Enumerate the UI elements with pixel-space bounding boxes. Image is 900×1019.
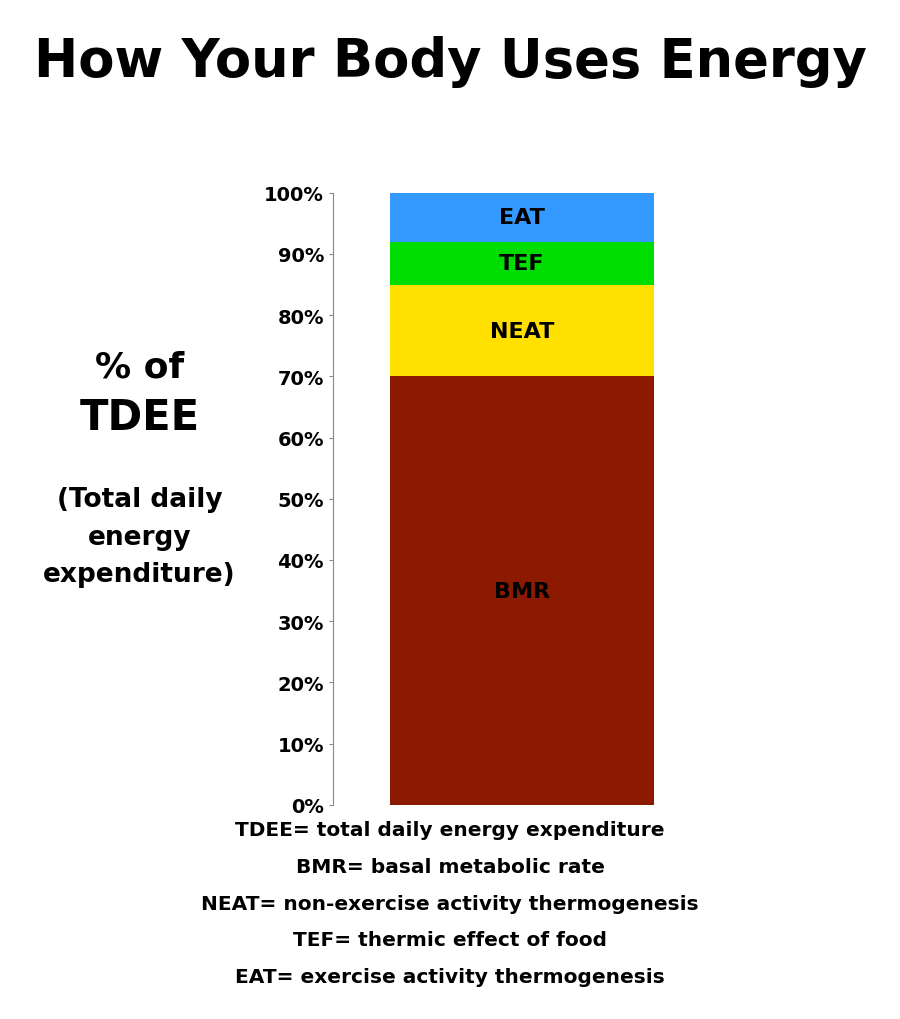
Bar	[390, 243, 654, 285]
Text: expenditure): expenditure)	[43, 561, 236, 588]
Text: EAT: EAT	[500, 208, 544, 228]
Bar	[390, 194, 654, 243]
Text: TDEE: TDEE	[79, 396, 200, 439]
Text: % of: % of	[94, 350, 184, 384]
Text: BMR: BMR	[494, 581, 550, 601]
Text: energy: energy	[87, 524, 192, 550]
Text: NEAT= non-exercise activity thermogenesis: NEAT= non-exercise activity thermogenesi…	[202, 894, 698, 913]
Text: NEAT: NEAT	[490, 321, 554, 341]
Text: EAT= exercise activity thermogenesis: EAT= exercise activity thermogenesis	[235, 967, 665, 986]
Text: TDEE= total daily energy expenditure: TDEE= total daily energy expenditure	[235, 820, 665, 840]
Text: TEF: TEF	[500, 254, 544, 274]
Text: BMR= basal metabolic rate: BMR= basal metabolic rate	[295, 857, 605, 876]
Text: (Total daily: (Total daily	[57, 486, 222, 513]
Bar	[390, 377, 654, 805]
Text: How Your Body Uses Energy: How Your Body Uses Energy	[33, 36, 867, 88]
Bar	[390, 285, 654, 377]
Text: TEF= thermic effect of food: TEF= thermic effect of food	[293, 930, 607, 950]
